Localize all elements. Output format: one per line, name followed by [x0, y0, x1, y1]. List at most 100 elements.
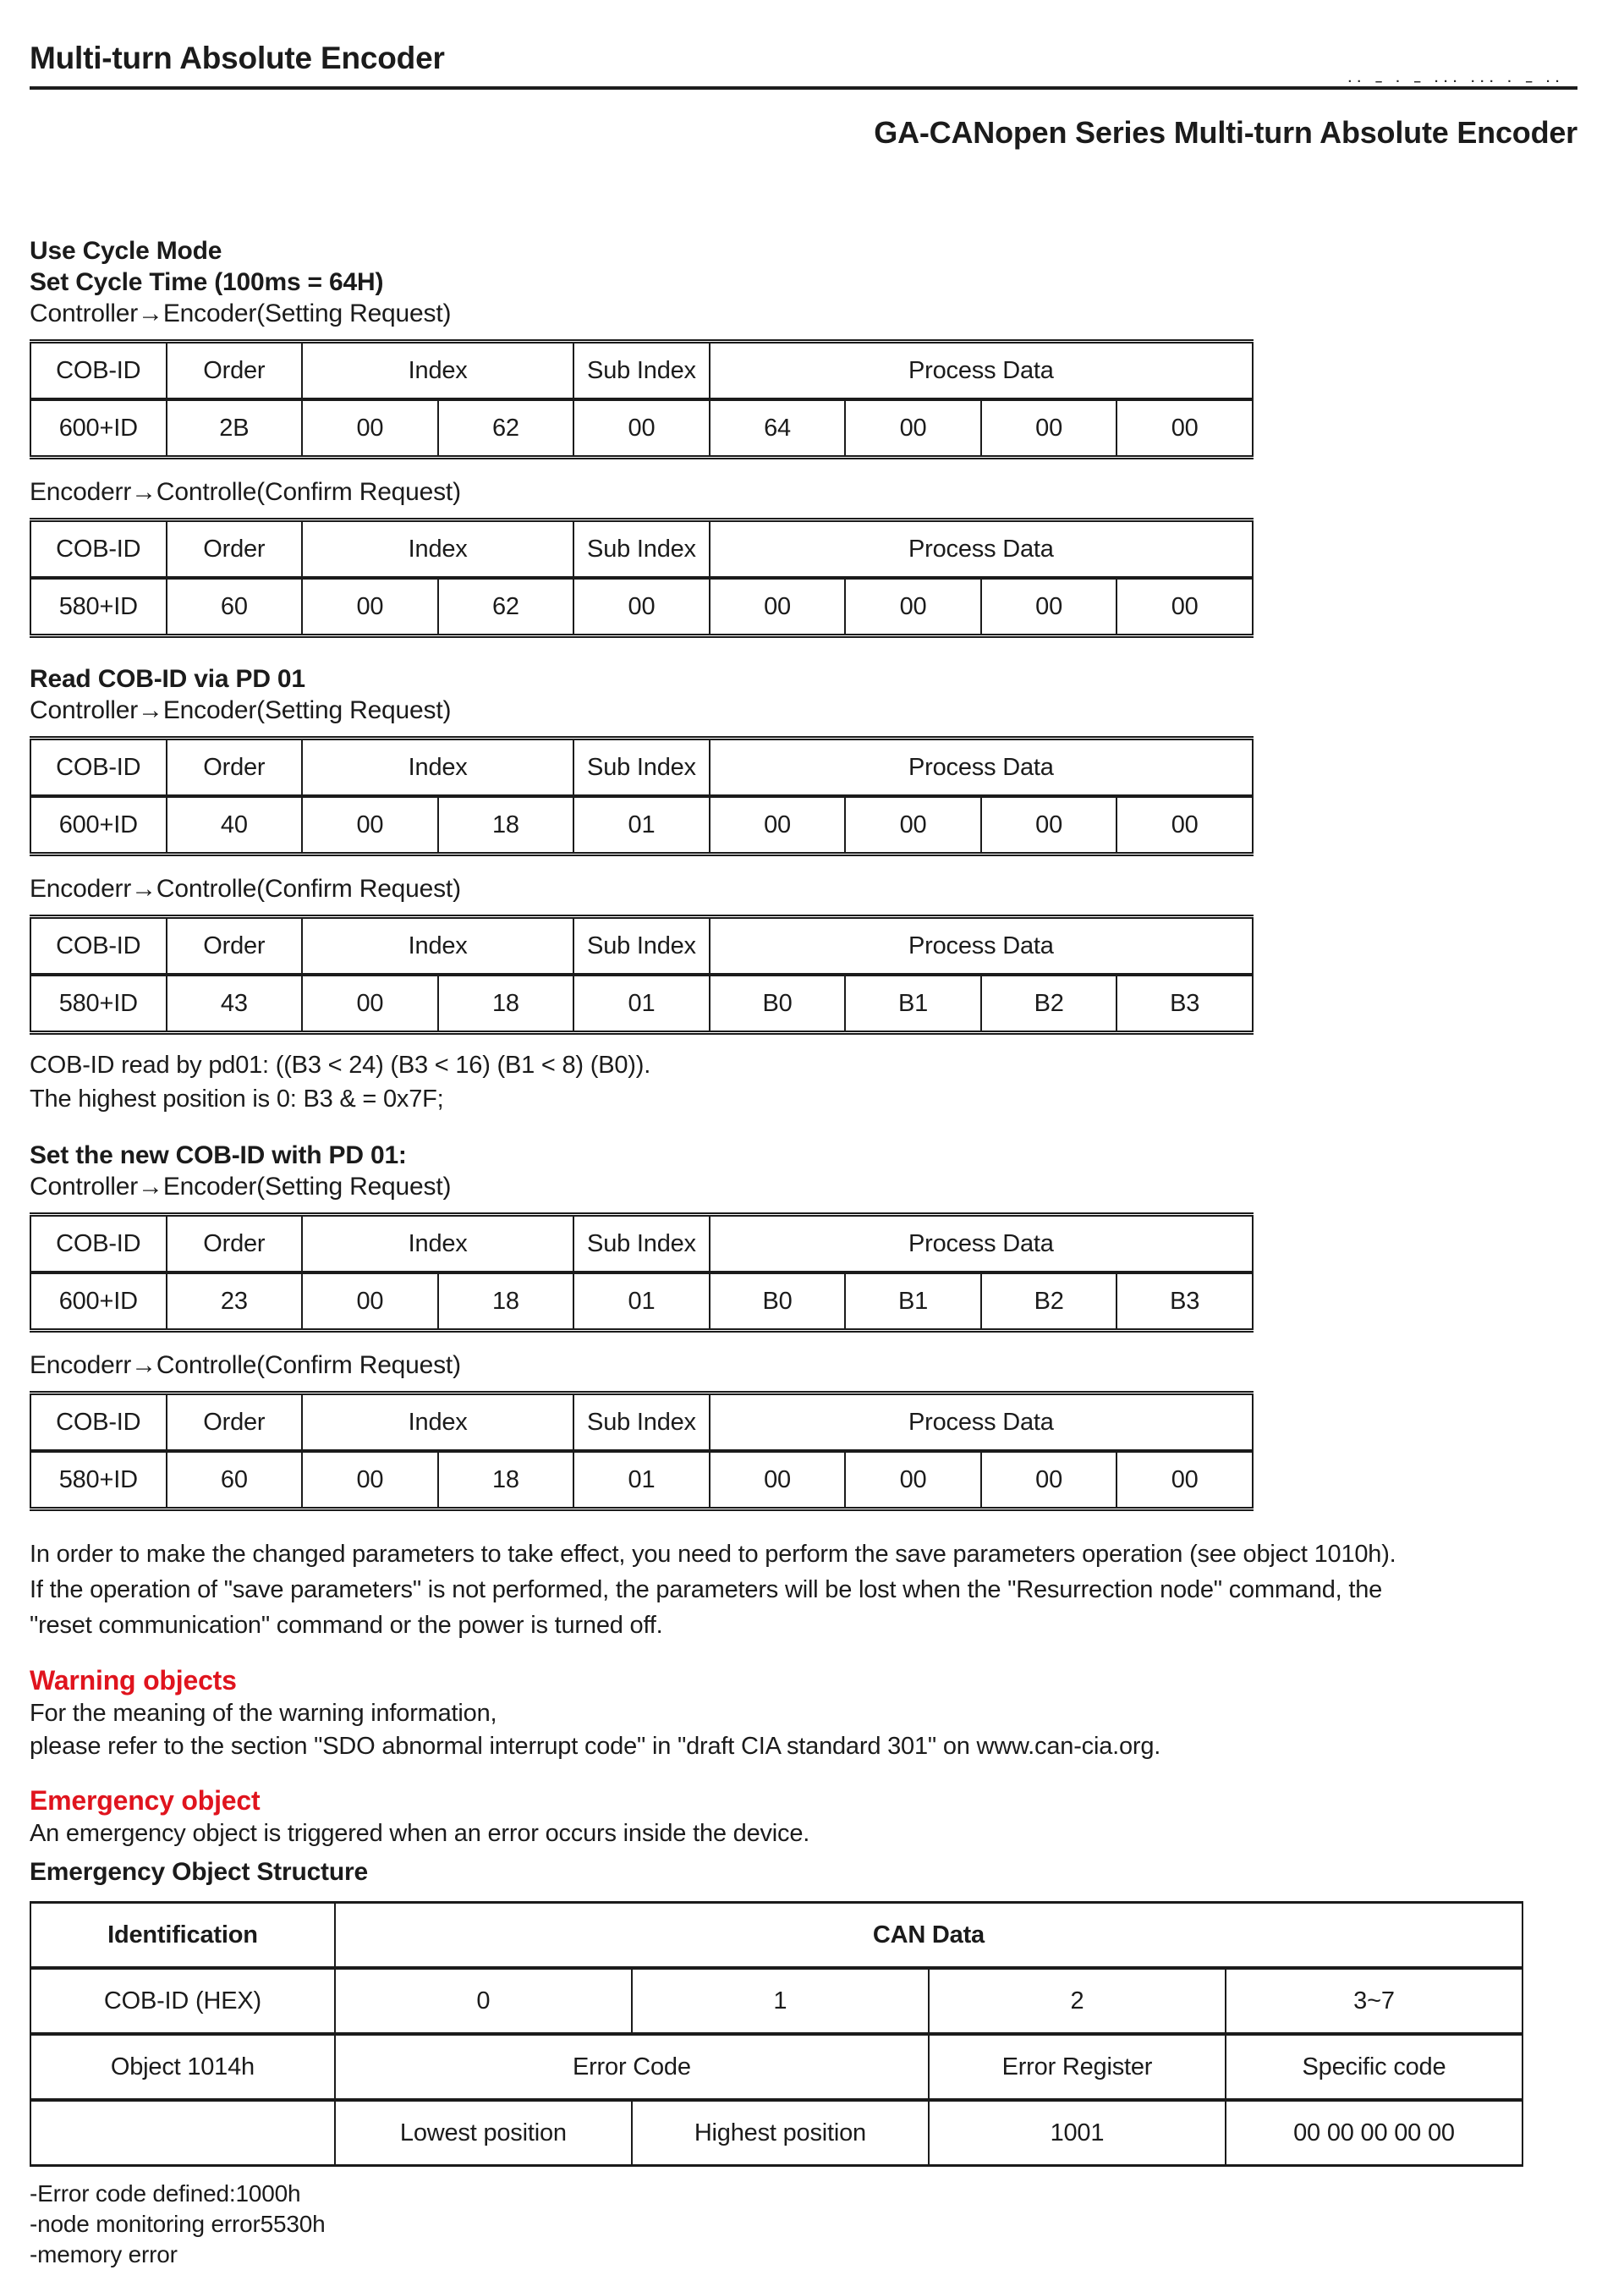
cell-sub-index: 00	[573, 577, 710, 637]
section-emergency-object: Emergency object An emergency object is …	[30, 1784, 1577, 2270]
paragraph-line: In order to make the changed parameters …	[30, 1541, 1396, 1568]
paragraph-line: If the operation of "save parameters" is…	[30, 1576, 1383, 1603]
cell-byte-2: 2	[927, 1966, 1226, 2035]
table-row: Lowest position Highest position 1001 00…	[30, 2098, 1524, 2167]
sdo-table-read-request: COB-ID Order Index Sub Index Process Dat…	[30, 736, 1254, 856]
cell-specific-value: 00 00 00 00 00	[1224, 2098, 1524, 2167]
header-cell-sub-index: Sub Index	[573, 1392, 710, 1453]
header-cell-index: Index	[301, 340, 575, 401]
header-cell-sub-index: Sub Index	[573, 915, 710, 976]
section-use-cycle-mode: Use Cycle Mode Set Cycle Time (100ms = 6…	[30, 235, 1577, 638]
controller-to-encoder-label: Controller→Encoder(Setting Request)	[30, 1173, 452, 1201]
cell-cob-id: 580+ID	[30, 974, 167, 1034]
data-row: 600+ID 2B 00 62 00 64 00 00 00	[30, 398, 1254, 459]
warning-line: please refer to the section "SDO abnorma…	[30, 1733, 1161, 1760]
encoder-to-controller-label: Encoderr→Controlle(Confirm Request)	[30, 875, 461, 903]
cell-can-data: CAN Data	[333, 1901, 1524, 1969]
cell-index-hi: 00	[301, 974, 439, 1034]
emergency-structure-heading: Emergency Object Structure	[30, 1858, 368, 1886]
cell-pd2: 00	[979, 1450, 1118, 1510]
cell-pd1: 00	[844, 795, 982, 855]
cell-sub-index: 00	[573, 398, 710, 459]
cell-register-value: 1001	[927, 2098, 1226, 2167]
section-set-new-cob-id: Set the new COB-ID with PD 01: Controlle…	[30, 1140, 1577, 1643]
cell-pd2: B2	[979, 1272, 1118, 1332]
cob-id-read-notes: COB-ID read by pd01: ((B3 < 24) (B3 < 16…	[30, 1048, 1577, 1116]
header-cell-order: Order	[165, 1213, 304, 1274]
cell-pd2: 00	[979, 795, 1118, 855]
cell-index-lo: 18	[436, 1450, 575, 1510]
header-cell-cob-id: COB-ID	[30, 1392, 167, 1453]
cell-order: 2B	[165, 398, 304, 459]
header-cell-order: Order	[165, 915, 304, 976]
emergency-object-heading: Emergency object	[30, 1785, 261, 1816]
cell-identification: Identification	[30, 1901, 336, 1969]
cell-cob-id: 600+ID	[30, 795, 167, 855]
cell-sub-index: 01	[573, 795, 710, 855]
cell-pd0: 00	[708, 795, 847, 855]
header-cell-sub-index: Sub Index	[573, 340, 710, 401]
sdo-table-read-confirm: COB-ID Order Index Sub Index Process Dat…	[30, 915, 1254, 1035]
header-cell-sub-index: Sub Index	[573, 737, 710, 798]
cell-order: 60	[165, 1450, 304, 1510]
cell-pd2: 00	[979, 398, 1118, 459]
page-title: GA-CANopen Series Multi-turn Absolute En…	[874, 115, 1577, 150]
cell-byte-3-7: 3~7	[1224, 1966, 1524, 2035]
cell-pd1: 00	[844, 1450, 982, 1510]
header-cell-order: Order	[165, 1392, 304, 1453]
table-row: Object 1014h Error Code Error Register S…	[30, 2032, 1524, 2101]
encoder-to-controller-label: Encoderr→Controlle(Confirm Request)	[30, 1351, 461, 1379]
data-row: 600+ID 40 00 18 01 00 00 00 00	[30, 795, 1254, 855]
cell-cob-id: 600+ID	[30, 398, 167, 459]
cell-cob-id: 580+ID	[30, 1450, 167, 1510]
cell-index-hi: 00	[301, 577, 439, 637]
header-cell-order: Order	[165, 519, 304, 580]
cell-pd2: 00	[979, 577, 1118, 637]
header-row: COB-ID Order Index Sub Index Process Dat…	[30, 1213, 1254, 1274]
header-cell-process-data: Process Data	[708, 737, 1254, 798]
cell-index-lo: 62	[436, 577, 575, 637]
header-row: COB-ID Order Index Sub Index Process Dat…	[30, 340, 1254, 401]
warning-objects-heading: Warning objects	[30, 1665, 237, 1696]
cell-pd3: 00	[1116, 795, 1254, 855]
header-corner-marks: ·· – · – ··· ··· · – ··	[1347, 74, 1565, 89]
cell-pd3: B3	[1116, 1272, 1254, 1332]
footnote-line: -node monitoring error5530h	[30, 2211, 326, 2237]
cell-pd0: 00	[708, 1450, 847, 1510]
cell-pd0: 64	[708, 398, 847, 459]
cell-pd1: 00	[844, 398, 982, 459]
cell-index-hi: 00	[301, 1450, 439, 1510]
cell-order: 40	[165, 795, 304, 855]
header-cell-process-data: Process Data	[708, 1392, 1254, 1453]
header-cell-index: Index	[301, 1213, 575, 1274]
header-cell-process-data: Process Data	[708, 340, 1254, 401]
header-cell-index: Index	[301, 1392, 575, 1453]
set-new-cob-id-heading: Set the new COB-ID with PD 01:	[30, 1141, 407, 1169]
header-cell-index: Index	[301, 519, 575, 580]
cell-pd3: 00	[1116, 1450, 1254, 1510]
table-row: COB-ID (HEX) 0 1 2 3~7	[30, 1966, 1524, 2035]
cell-highest-position: Highest position	[630, 2098, 930, 2167]
header-cell-cob-id: COB-ID	[30, 519, 167, 580]
header-cell-process-data: Process Data	[708, 1213, 1254, 1274]
header-row: COB-ID Order Index Sub Index Process Dat…	[30, 1392, 1254, 1453]
cell-empty	[30, 2098, 336, 2167]
cell-pd3: B3	[1116, 974, 1254, 1034]
cell-sub-index: 01	[573, 1272, 710, 1332]
header-row: COB-ID Order Index Sub Index Process Dat…	[30, 915, 1254, 976]
cell-order: 43	[165, 974, 304, 1034]
cell-pd3: 00	[1116, 577, 1254, 637]
emergency-object-table: Identification CAN Data COB-ID (HEX) 0 1…	[30, 1901, 1524, 2167]
cell-byte-1: 1	[630, 1966, 930, 2035]
cell-pd0: 00	[708, 577, 847, 637]
cell-index-lo: 18	[436, 1272, 575, 1332]
emergency-intro: An emergency object is triggered when an…	[30, 1820, 810, 1847]
header-row: Identification CAN Data	[30, 1901, 1524, 1969]
footnote-line: -Error code defined:1000h	[30, 2180, 301, 2207]
cell-index-hi: 00	[301, 1272, 439, 1332]
cell-order: 23	[165, 1272, 304, 1332]
cell-object-1014h: Object 1014h	[30, 2032, 336, 2101]
cell-index-hi: 00	[301, 398, 439, 459]
header-cell-cob-id: COB-ID	[30, 915, 167, 976]
